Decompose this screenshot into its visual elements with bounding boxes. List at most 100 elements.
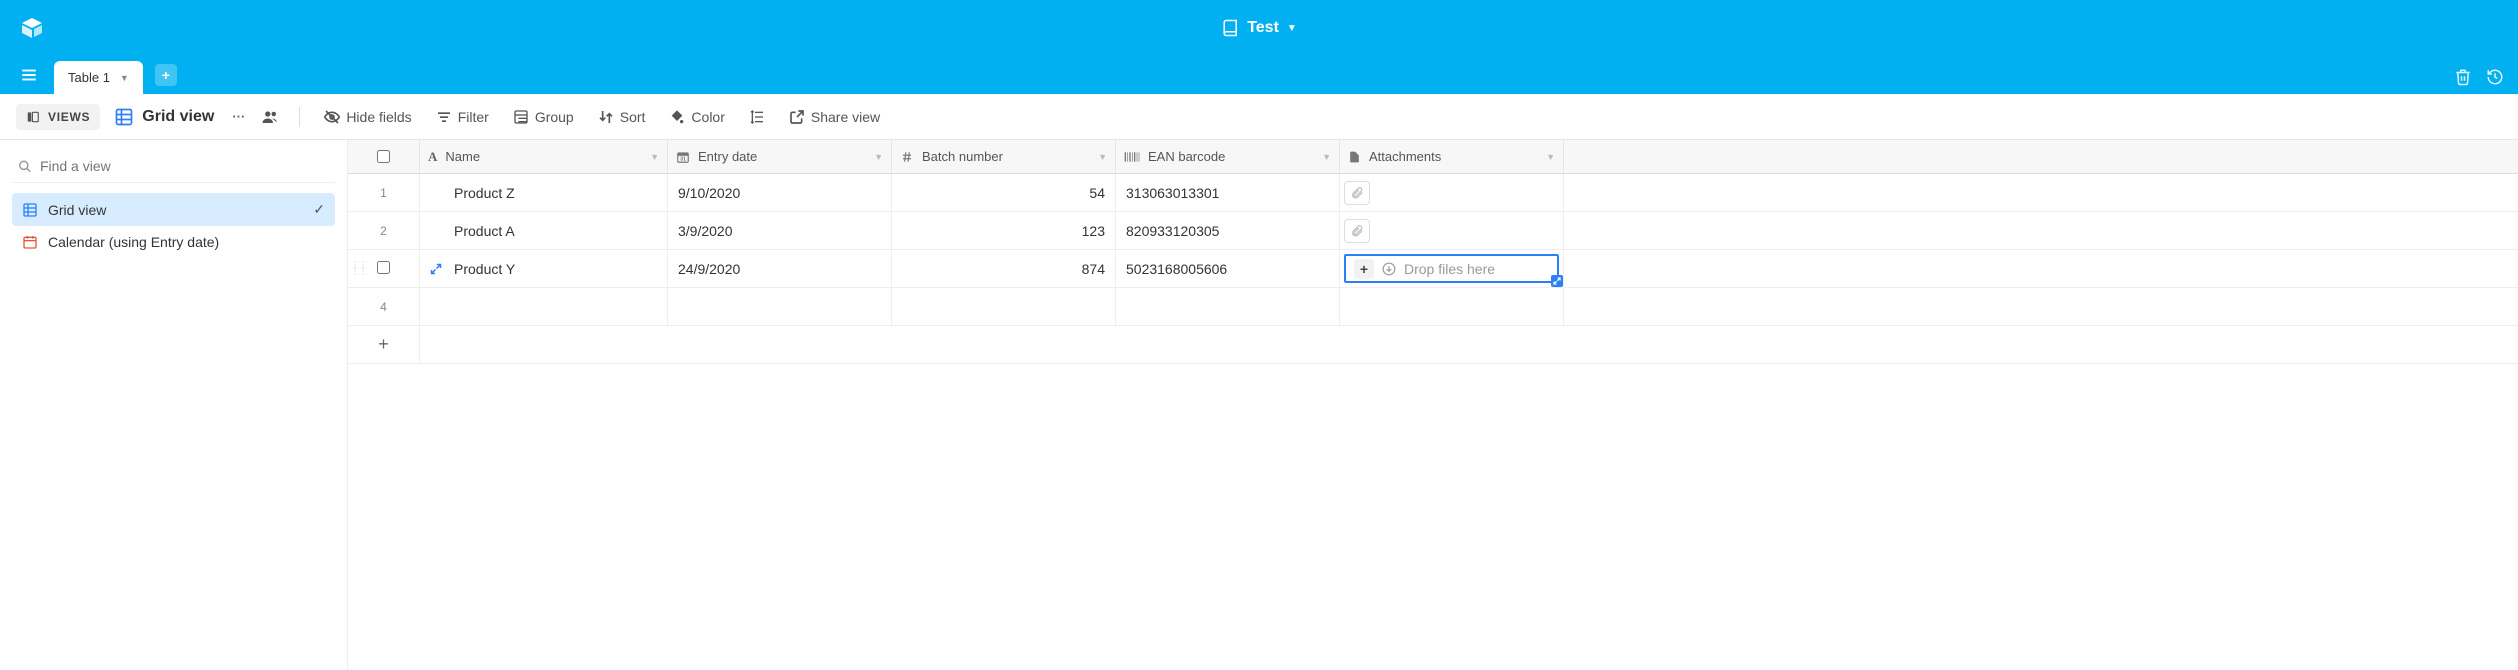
cell-name[interactable]: Product Z [420, 174, 668, 211]
table-row[interactable]: ⋮⋮⋮⋮1 Product Z 9/10/202054313063013301 [348, 174, 2518, 212]
cell-entry-date[interactable]: 24/9/2020 [668, 250, 892, 287]
add-row-button[interactable]: + [348, 326, 420, 363]
current-view-switcher[interactable]: Grid view [108, 103, 220, 131]
sort-label: Sort [620, 109, 646, 125]
attachment-drop-zone[interactable]: + Drop files here [1344, 254, 1559, 283]
views-button[interactable]: VIEWS [16, 104, 100, 130]
view-search-input[interactable] [40, 158, 329, 174]
share-label: Share view [811, 109, 880, 125]
select-all-cell[interactable] [348, 140, 420, 173]
caret-down-icon[interactable]: ▼ [1546, 152, 1555, 162]
collaborators-button[interactable] [257, 104, 283, 130]
attachment-chip[interactable] [1344, 219, 1370, 243]
column-header-attachments[interactable]: Attachments ▼ [1340, 140, 1564, 173]
row-number-cell[interactable]: ⋮⋮⋮⋮4 [348, 288, 420, 325]
text-field-icon: A [428, 149, 437, 165]
sidebar-view-calendar[interactable]: Calendar (using Entry date) [12, 226, 335, 258]
row-number-cell[interactable]: ⋮⋮⋮⋮3 [348, 250, 420, 287]
view-options-button[interactable]: ··· [228, 105, 249, 128]
row-height-button[interactable] [741, 105, 773, 129]
cell-batch[interactable]: 54 [892, 174, 1116, 211]
column-header-ean[interactable]: EAN barcode ▼ [1116, 140, 1340, 173]
column-label: EAN barcode [1148, 149, 1225, 164]
cell-ean[interactable]: 313063013301 [1116, 174, 1340, 211]
cell-attachments[interactable] [1340, 174, 1564, 211]
view-toolbar: VIEWS Grid view ··· Hide fields Filter G… [0, 94, 2518, 140]
drop-hint-label: Drop files here [1404, 261, 1495, 277]
share-view-button[interactable]: Share view [781, 105, 888, 129]
views-button-label: VIEWS [48, 110, 90, 124]
grid-icon [22, 202, 38, 218]
main-area: Grid view ✓ Calendar (using Entry date) … [0, 140, 2518, 670]
row-number-cell[interactable]: ⋮⋮⋮⋮1 [348, 174, 420, 211]
hide-fields-label: Hide fields [346, 109, 411, 125]
eye-off-icon [324, 109, 340, 125]
cell-entry-date[interactable]: 3/9/2020 [668, 212, 892, 249]
cell-name[interactable]: Product Y [420, 250, 668, 287]
data-grid: A Name ▼ 31 Entry date ▼ Batch number ▼ … [348, 140, 2518, 670]
group-button[interactable]: Group [505, 105, 582, 129]
base-title-text: Test [1247, 19, 1279, 37]
caret-down-icon[interactable]: ▼ [1322, 152, 1331, 162]
cell-attachments[interactable] [1340, 288, 1564, 325]
menu-button[interactable] [14, 60, 44, 90]
column-header-batch[interactable]: Batch number ▼ [892, 140, 1116, 173]
cell-batch[interactable]: 123 [892, 212, 1116, 249]
cell-attachments[interactable] [1340, 212, 1564, 249]
color-button[interactable]: Color [661, 105, 732, 129]
sidebar-view-label: Grid view [48, 202, 106, 218]
base-title[interactable]: Test ▼ [1221, 19, 1297, 37]
cell-name[interactable] [420, 288, 668, 325]
row-height-icon [749, 109, 765, 125]
column-header-name[interactable]: A Name ▼ [420, 140, 668, 173]
cell-entry-date[interactable] [668, 288, 892, 325]
color-label: Color [691, 109, 724, 125]
drag-handle-icon[interactable]: ⋮⋮⋮⋮ [350, 263, 366, 275]
attachment-chip[interactable] [1344, 181, 1370, 205]
add-attachment-button[interactable]: + [1354, 259, 1374, 279]
caret-down-icon[interactable]: ▼ [1098, 152, 1107, 162]
expand-record-icon[interactable] [430, 263, 442, 275]
column-label: Name [445, 149, 480, 164]
table-tab[interactable]: Table 1 ▼ [54, 61, 143, 94]
expand-cell-icon[interactable] [1551, 275, 1563, 287]
sort-button[interactable]: Sort [590, 105, 654, 129]
cell-name[interactable]: Product A [420, 212, 668, 249]
table-row[interactable]: ⋮⋮⋮⋮2Product A3/9/2020123820933120305 [348, 212, 2518, 250]
table-row[interactable]: ⋮⋮⋮⋮3Product Y24/9/20208745023168005606+… [348, 250, 2518, 288]
add-table-button[interactable]: + [155, 64, 177, 86]
svg-text:31: 31 [680, 156, 686, 162]
history-button[interactable] [2486, 68, 2504, 86]
select-all-checkbox[interactable] [377, 150, 390, 163]
number-field-icon [900, 150, 914, 164]
filter-button[interactable]: Filter [428, 105, 497, 129]
top-bar: Test ▼ [0, 0, 2518, 56]
add-row: + [348, 326, 2518, 364]
cell-ean[interactable] [1116, 288, 1340, 325]
app-logo[interactable] [20, 16, 44, 40]
group-label: Group [535, 109, 574, 125]
view-search[interactable] [12, 150, 335, 183]
hide-fields-button[interactable]: Hide fields [316, 105, 419, 129]
grid-icon [114, 107, 134, 127]
table-row[interactable]: ⋮⋮⋮⋮4 [348, 288, 2518, 326]
tab-bar: Table 1 ▼ + [0, 56, 2518, 94]
row-number-cell[interactable]: ⋮⋮⋮⋮2 [348, 212, 420, 249]
cell-entry-date[interactable]: 9/10/2020 [668, 174, 892, 211]
cell-value: Product Z [454, 185, 515, 201]
cell-ean[interactable]: 820933120305 [1116, 212, 1340, 249]
sidebar-view-grid[interactable]: Grid view ✓ [12, 193, 335, 226]
book-icon [1221, 19, 1239, 37]
caret-down-icon[interactable]: ▼ [650, 152, 659, 162]
row-checkbox[interactable] [377, 261, 390, 274]
barcode-field-icon [1124, 150, 1140, 164]
cell-ean[interactable]: 5023168005606 [1116, 250, 1340, 287]
column-header-entry-date[interactable]: 31 Entry date ▼ [668, 140, 892, 173]
cell-batch[interactable]: 874 [892, 250, 1116, 287]
cell-attachments[interactable]: + Drop files here [1340, 250, 1564, 287]
cell-batch[interactable] [892, 288, 1116, 325]
grid-header-row: A Name ▼ 31 Entry date ▼ Batch number ▼ … [348, 140, 2518, 174]
check-icon: ✓ [313, 201, 325, 218]
caret-down-icon[interactable]: ▼ [874, 152, 883, 162]
trash-button[interactable] [2454, 68, 2472, 86]
